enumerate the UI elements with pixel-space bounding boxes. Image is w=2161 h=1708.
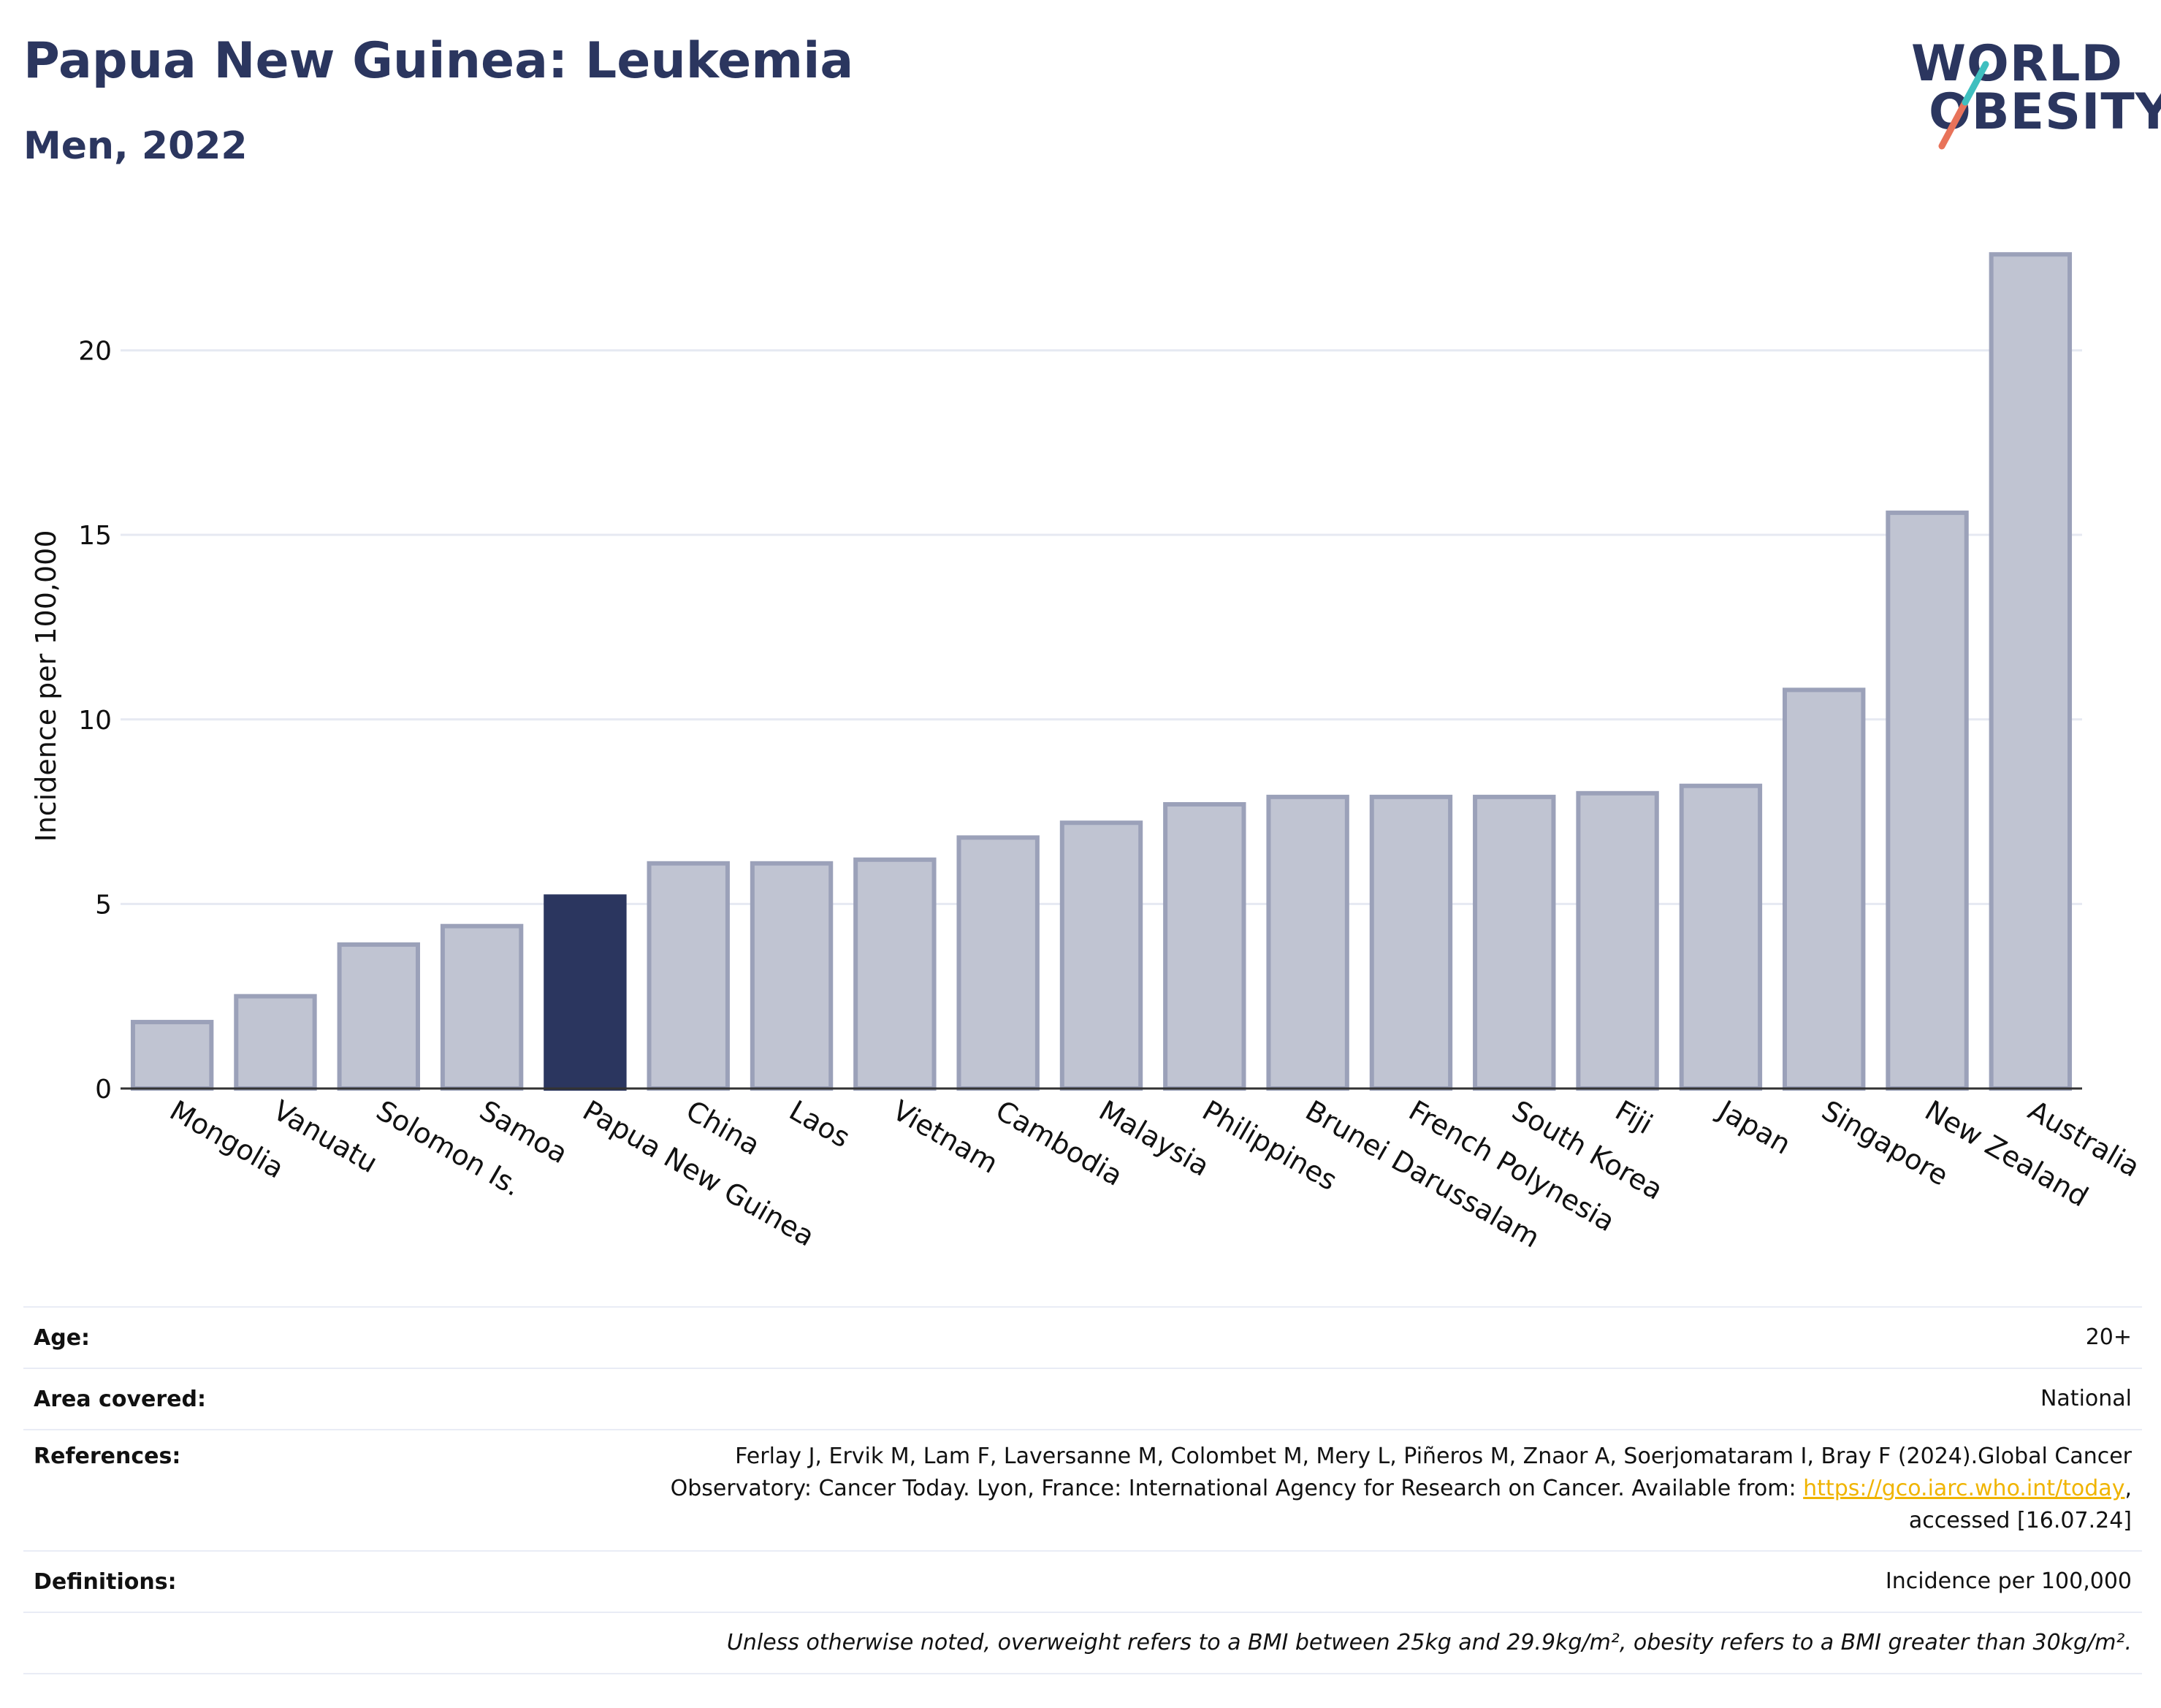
x-tick-label: Mongolia bbox=[164, 1094, 289, 1185]
bar-papua-new-guinea[interactable] bbox=[544, 894, 627, 1091]
definitions-label: Definitions: bbox=[34, 1568, 177, 1595]
x-tick-label: Vietnam bbox=[887, 1094, 1003, 1180]
references-label: References: bbox=[34, 1444, 181, 1469]
references-line-3: accessed [16.07.24] bbox=[1908, 1508, 2132, 1533]
y-tick-label: 20 bbox=[78, 337, 112, 367]
chart-subtitle: Men, 2022 bbox=[23, 124, 248, 168]
references-line-1: Ferlay J, Ervik M, Lam F, Laversanne M, … bbox=[735, 1444, 2132, 1469]
bar-chart: 0 5 10 15 20 Incidence per 100,000 MongoliaVan… bbox=[30, 252, 2145, 1254]
bar-australia[interactable] bbox=[1989, 252, 2073, 1091]
bar-japan[interactable] bbox=[1679, 783, 1763, 1091]
bar-solomon-is-[interactable] bbox=[337, 942, 420, 1091]
bar-brunei-darussalam[interactable] bbox=[1266, 794, 1349, 1091]
y-axis-label: Incidence per 100,000 bbox=[30, 530, 62, 842]
logo-slash-icon bbox=[1938, 61, 1989, 150]
bar-philippines[interactable] bbox=[1163, 801, 1246, 1091]
bar-vanuatu[interactable] bbox=[234, 994, 317, 1091]
meta-row-age: Age: 20+ bbox=[23, 1306, 2142, 1368]
bar-vietnam[interactable] bbox=[853, 857, 937, 1091]
bar-laos[interactable] bbox=[750, 861, 834, 1091]
age-label: Age: bbox=[34, 1324, 91, 1351]
bar-cambodia[interactable] bbox=[956, 835, 1040, 1091]
bar-south-korea[interactable] bbox=[1473, 794, 1556, 1091]
bar-new-zealand[interactable] bbox=[1886, 510, 1969, 1091]
y-tick-label: 5 bbox=[95, 890, 112, 920]
x-tick-label: Vanuatu bbox=[267, 1094, 383, 1179]
y-tick-label: 0 bbox=[95, 1075, 112, 1105]
logo-word-world: WORLD bbox=[1911, 35, 2123, 93]
references-link[interactable]: https://gco.iarc.who.int/today bbox=[1803, 1476, 2125, 1501]
x-tick-label: Japan bbox=[1712, 1094, 1796, 1161]
meta-row-area: Area covered: National bbox=[23, 1368, 2142, 1429]
x-tick-label: Laos bbox=[784, 1094, 855, 1154]
y-tick-label: 10 bbox=[78, 706, 112, 736]
meta-row-definitions: Definitions: Incidence per 100,000 bbox=[23, 1550, 2142, 1612]
chart-metadata: Age: 20+ Area covered: National Referenc… bbox=[23, 1306, 2142, 1674]
world-obesity-logo: WORLD OBESITY bbox=[1907, 29, 2161, 161]
area-value: National bbox=[2040, 1386, 2132, 1411]
meta-row-note: Unless otherwise noted, overweight refer… bbox=[23, 1612, 2142, 1674]
meta-row-references: References: Ferlay J, Ervik M, Lam F, La… bbox=[23, 1429, 2142, 1550]
bar-malaysia[interactable] bbox=[1059, 820, 1143, 1091]
x-tick-label: Fiji bbox=[1610, 1094, 1658, 1140]
bar-samoa[interactable] bbox=[440, 923, 524, 1091]
bar-fiji[interactable] bbox=[1576, 790, 1659, 1091]
obesity-definition-note: Unless otherwise noted, overweight refer… bbox=[726, 1630, 2132, 1655]
y-tick-label: 15 bbox=[78, 521, 112, 551]
bar-mongolia[interactable] bbox=[130, 1020, 214, 1091]
definitions-value: Incidence per 100,000 bbox=[1885, 1568, 2132, 1594]
references-line-2: Observatory: Cancer Today. Lyon, France:… bbox=[670, 1476, 2132, 1501]
chart-title: Papua New Guinea: Leukemia bbox=[23, 32, 854, 90]
references-value: Ferlay J, Ervik M, Lam F, Laversanne M, … bbox=[671, 1441, 2132, 1550]
bars bbox=[130, 252, 2073, 1091]
bar-china[interactable] bbox=[647, 861, 730, 1091]
bar-french-polynesia[interactable] bbox=[1369, 794, 1453, 1091]
references-line-2-text: Observatory: Cancer Today. Lyon, France:… bbox=[670, 1476, 1804, 1501]
bar-singapore[interactable] bbox=[1783, 687, 1866, 1091]
age-value: 20+ bbox=[2085, 1324, 2132, 1350]
area-label: Area covered: bbox=[34, 1386, 206, 1412]
